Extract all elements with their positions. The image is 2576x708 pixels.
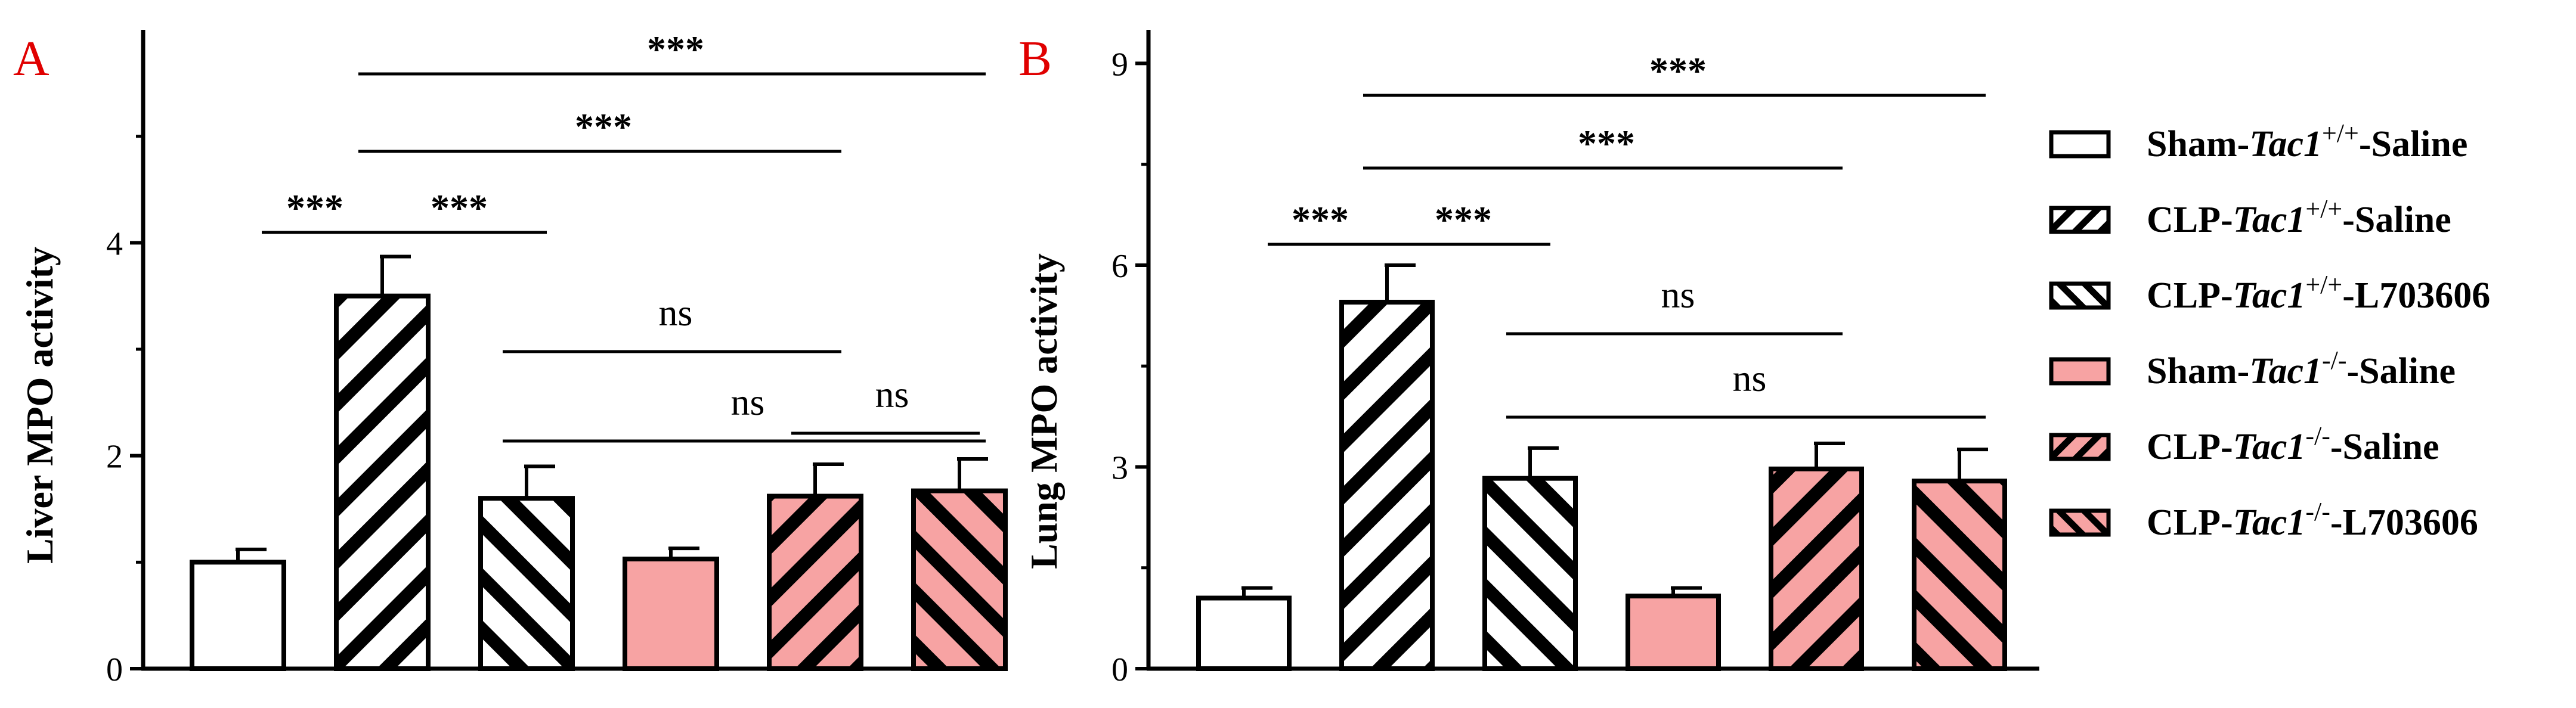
panel-a-comparisons: *** *** *** *** ns ns ns (262, 28, 986, 443)
panel-b-y-label: Lung MPO activity (1023, 253, 1065, 569)
panel-a-letter: A (13, 31, 49, 86)
bar (334, 293, 431, 671)
y-tick-label: 4 (106, 225, 123, 262)
panel-b-y-axis: 0 3 6 9 (1111, 46, 1148, 688)
y-tick-label: 6 (1111, 248, 1128, 285)
y-tick-label: 0 (1111, 651, 1128, 688)
panel-a-error-bars (236, 254, 988, 563)
bar (1769, 466, 1864, 671)
comparison-label: ns (1661, 274, 1695, 316)
comparison-label: ns (659, 291, 693, 334)
legend-item: Sham-Tac1-/--Saline (2049, 346, 2456, 392)
bar (1482, 476, 1578, 672)
legend-label: CLP-Tac1-/--L703606 (2147, 497, 2478, 543)
legend-label: Sham-Tac1-/--Saline (2147, 346, 2456, 392)
comparison-label: *** (1578, 122, 1635, 164)
comparison-label: ns (1733, 357, 1767, 399)
comparison-label: *** (1649, 49, 1707, 92)
y-tick-label: 9 (1111, 46, 1128, 83)
comparison-label: *** (1435, 198, 1492, 241)
legend-label: Sham-Tac1+/+-Saline (2147, 119, 2467, 164)
panel-a-y-label: Liver MPO activity (18, 247, 61, 564)
bar (623, 556, 719, 671)
legend-item: Sham-Tac1+/+-Saline (2049, 119, 2467, 164)
legend-swatch (2049, 357, 2111, 386)
comparison-label: *** (431, 187, 488, 229)
bar (1339, 300, 1435, 672)
legend-swatch (2049, 433, 2111, 461)
bar (1912, 479, 2007, 671)
legend-label: CLP-Tac1+/+-L703606 (2147, 270, 2490, 316)
bar (767, 493, 863, 671)
legend-swatch (2049, 206, 2111, 234)
legend-swatch (2049, 130, 2111, 159)
bar (190, 560, 286, 671)
panel-a-y-axis: 0 2 4 (106, 135, 143, 688)
panel-b-letter: B (1018, 31, 1052, 86)
comparison-label: *** (1292, 198, 1349, 241)
bar (1626, 594, 1721, 672)
legend-swatch (2049, 281, 2111, 310)
legend-item: CLP-Tac1-/--L703606 (2049, 497, 2478, 543)
comparison-label: *** (647, 28, 704, 70)
legend-label: CLP-Tac1-/--Saline (2147, 421, 2439, 467)
comparison-label: *** (286, 187, 343, 229)
y-tick-label: 3 (1111, 449, 1128, 486)
legend: Sham-Tac1+/+-Saline CLP-Tac1+/+-Saline CLP… (2049, 119, 2490, 543)
y-tick-label: 2 (106, 439, 123, 476)
bar (478, 496, 575, 672)
bar (1196, 595, 1292, 672)
legend-item: CLP-Tac1+/+-L703606 (2049, 270, 2490, 316)
panel-b-bars (1196, 300, 2007, 672)
panel-b-error-bars (1241, 263, 1988, 598)
comparison-label: ns (875, 373, 909, 415)
legend-item: CLP-Tac1+/+-Saline (2049, 194, 2451, 240)
panel-a: A 0 2 4 *** *** *** *** ns ns ns Liver MPO activ… (13, 28, 1008, 688)
legend-item: CLP-Tac1-/--Saline (2049, 421, 2439, 467)
legend-label: CLP-Tac1+/+-Saline (2147, 194, 2451, 240)
comparison-label: ns (731, 381, 765, 423)
legend-swatch (2049, 508, 2111, 537)
comparison-label: *** (575, 105, 632, 148)
y-tick-label: 0 (106, 651, 123, 688)
bar (911, 488, 1008, 671)
